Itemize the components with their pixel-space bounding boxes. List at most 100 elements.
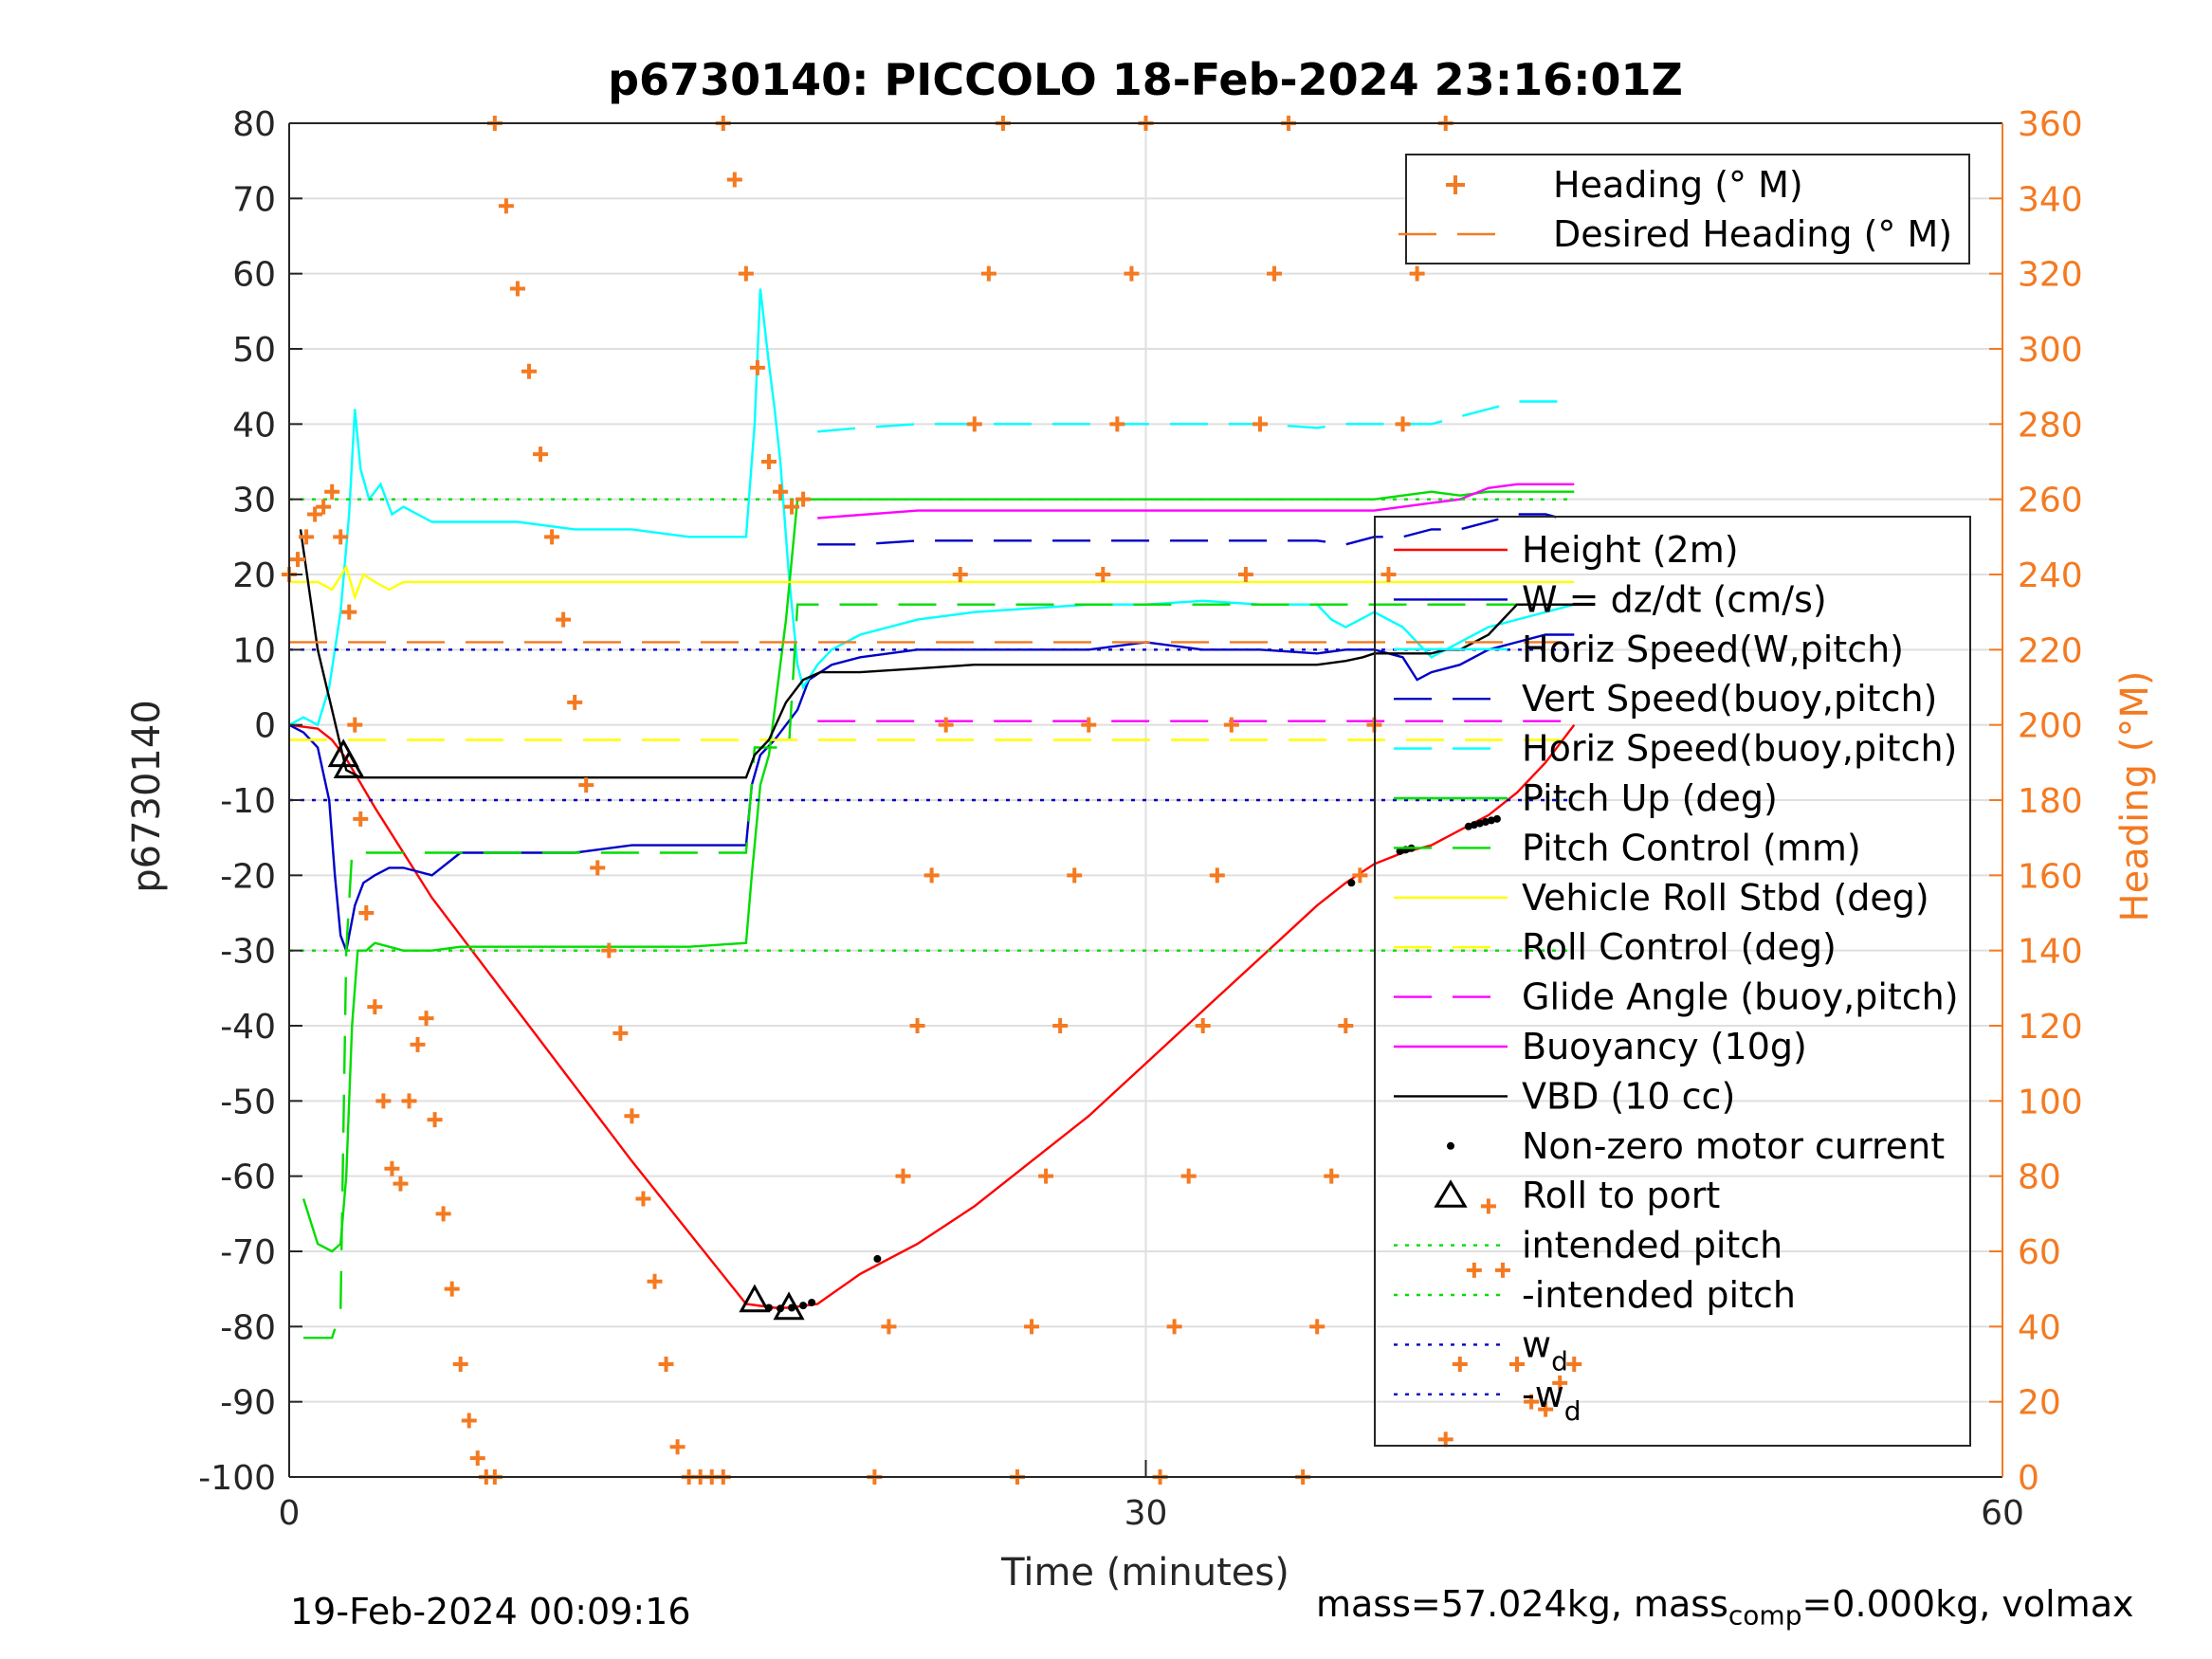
- heading-point: [353, 811, 369, 827]
- heading-point: [1038, 1168, 1054, 1184]
- heading-point: [435, 1206, 451, 1222]
- heading-point: [658, 1357, 674, 1372]
- legend-entry: W = dz/dt (cm/s): [1394, 578, 1827, 620]
- heading-point: [1437, 1431, 1453, 1448]
- legend-swatch: [1434, 1179, 1468, 1208]
- y-tick-label: 80: [232, 105, 276, 144]
- legend-label: Roll to port: [1522, 1175, 1720, 1216]
- footer-mass-text: mass=57.024kg, mass: [1316, 1583, 1728, 1625]
- x-tick-label: 0: [279, 1494, 301, 1533]
- chart-title: p6730140: PICCOLO 18-Feb-2024 23:16:01Z: [608, 54, 1683, 105]
- heading-point: [307, 506, 323, 522]
- motor-current-point: [1487, 816, 1495, 825]
- heading-point: [590, 860, 606, 876]
- heading-point: [384, 1160, 400, 1176]
- y-right-tick-label: 300: [2018, 331, 2083, 370]
- heading-point: [1452, 1357, 1468, 1372]
- heading-point: [923, 867, 940, 884]
- heading-point: [1024, 1319, 1040, 1335]
- legend-entry: Non-zero motor current: [1447, 1125, 1945, 1167]
- legend-entry: Roll Control (deg): [1394, 926, 1837, 968]
- legend-label: Vert Speed(buoy,pitch): [1522, 678, 1937, 720]
- legend-label: Pitch Control (mm): [1522, 827, 1861, 868]
- legend-entry: -intended pitch: [1394, 1274, 1796, 1316]
- motor-current-point: [1492, 814, 1501, 823]
- y-right-tick-label: 280: [2018, 406, 2083, 445]
- legend-entry: Pitch Control (mm): [1394, 827, 1861, 868]
- heading-point: [324, 483, 340, 500]
- motor-current-point: [1396, 847, 1404, 855]
- heading-point: [1324, 1168, 1340, 1184]
- legend-label: Roll Control (deg): [1522, 926, 1837, 968]
- y-tick-label: -100: [198, 1459, 276, 1498]
- line-pitch_up: [302, 490, 1575, 1253]
- y-axis-label: p6730140: [125, 700, 169, 893]
- heading-point: [1395, 416, 1411, 432]
- heading-point: [784, 499, 800, 515]
- heading-point: [1538, 1401, 1554, 1417]
- y-tick-label: 10: [232, 631, 276, 670]
- y-tick-label: -80: [220, 1308, 276, 1347]
- heading-point: [1052, 1018, 1069, 1033]
- heading-point: [1237, 567, 1253, 582]
- legend-entry: intended pitch: [1394, 1225, 1782, 1267]
- legend-entry: Pitch Up (deg): [1394, 777, 1778, 819]
- heading-point: [401, 1093, 417, 1109]
- legend-entry: VBD (10 cc): [1394, 1075, 1735, 1117]
- series-vert_buoy: [817, 513, 1575, 546]
- y-right-tick-label: 140: [2018, 933, 2083, 972]
- line-vert_buoy: [817, 513, 1575, 546]
- heading-point: [726, 172, 742, 188]
- heading-point: [452, 1357, 468, 1372]
- heading-point: [635, 1191, 651, 1207]
- y-right-tick-label: 160: [2018, 857, 2083, 896]
- legend-entry: Vehicle Roll Stbd (deg): [1394, 877, 1929, 919]
- heading-point: [444, 1281, 460, 1297]
- y-axis-right-label: Heading (°M): [2113, 671, 2157, 922]
- y-tick-label: 20: [232, 556, 276, 595]
- line-pitch_ctrl: [303, 603, 1575, 1340]
- heading-point: [795, 491, 812, 507]
- heading-point: [1552, 1375, 1568, 1391]
- heading-point: [1109, 416, 1125, 432]
- heading-point: [1338, 1018, 1354, 1033]
- y-tick-label: 40: [232, 406, 276, 445]
- heading-point: [1195, 1018, 1211, 1033]
- heading-point: [427, 1112, 443, 1128]
- legend-entry: wd: [1394, 1323, 1568, 1376]
- heading-point: [341, 604, 357, 620]
- motor-current-point: [873, 1254, 882, 1263]
- legend-heading: Heading (° M) Desired Heading (° M): [1398, 154, 1970, 264]
- heading-point: [1509, 1357, 1526, 1372]
- heading-point: [1466, 1262, 1482, 1278]
- y-right-tick-label: 320: [2018, 256, 2083, 295]
- legend-entry: Height (2m): [1394, 529, 1739, 571]
- footer-mass-rest: =0.000kg, volmax: [1801, 1583, 2134, 1625]
- heading-point: [556, 611, 572, 628]
- series-pitch_ctrl: [303, 603, 1575, 1340]
- legend-label: W = dz/dt (cm/s): [1522, 578, 1827, 620]
- heading-point: [909, 1018, 925, 1033]
- y-tick-label: -50: [220, 1083, 276, 1121]
- footer-timestamp-text: 19-Feb-2024 00:09:16: [290, 1591, 691, 1632]
- legend-swatch: [1446, 175, 1465, 194]
- heading-point: [299, 529, 315, 545]
- series-rollport: [327, 738, 805, 1321]
- heading-point: [461, 1413, 477, 1429]
- heading-point: [544, 529, 560, 545]
- legend-label: Non-zero motor current: [1522, 1125, 1945, 1167]
- heading-point: [1166, 1319, 1182, 1335]
- line-vbd: [299, 529, 1575, 779]
- heading-point: [669, 1439, 686, 1455]
- motor-current-point: [808, 1298, 816, 1306]
- series-horiz_buoy: [817, 400, 1575, 433]
- heading-point: [533, 447, 549, 463]
- y-right-tick-label: 80: [2018, 1158, 2061, 1197]
- heading-point: [1209, 867, 1225, 884]
- heading-point: [1494, 1262, 1510, 1278]
- heading-point: [393, 1176, 409, 1192]
- heading-point: [749, 359, 765, 375]
- x-axis-label: Time (minutes): [1000, 1551, 1289, 1595]
- y-right-tick-label: 0: [2018, 1459, 2039, 1498]
- heading-point: [410, 1036, 426, 1052]
